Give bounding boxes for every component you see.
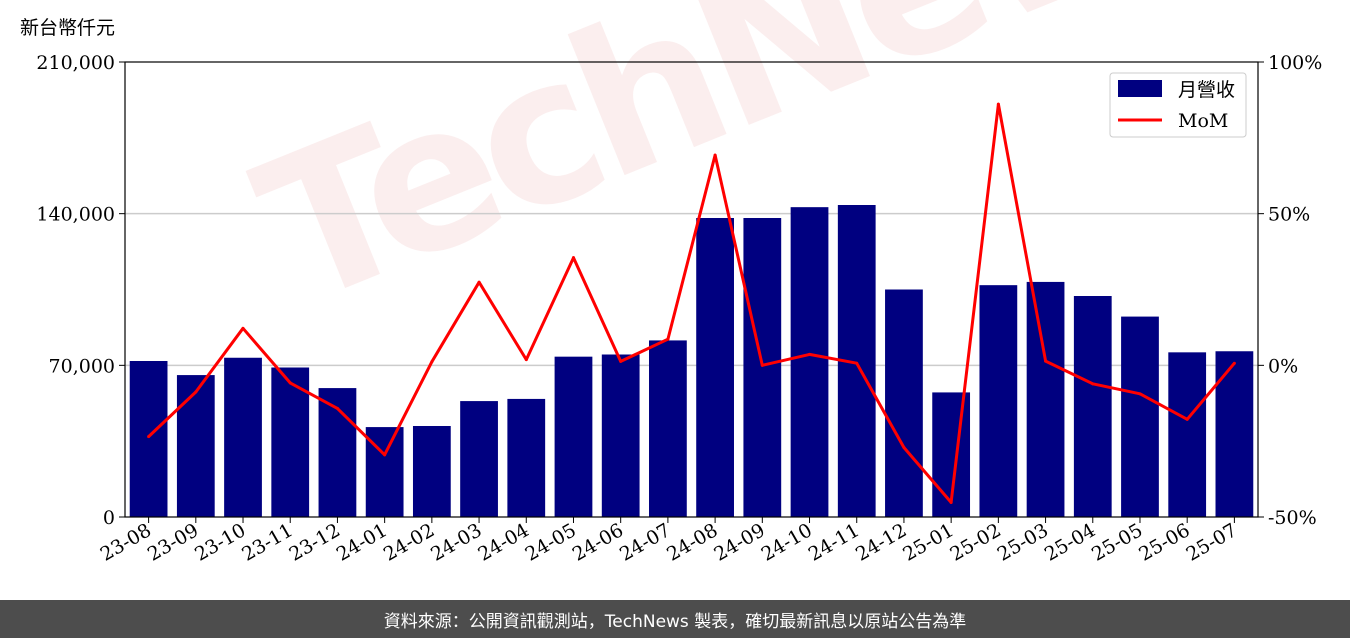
bar [1073,296,1112,517]
mom-point [430,360,434,364]
bar [601,354,640,517]
bar [1168,352,1207,517]
mom-point [477,280,481,284]
bar [743,218,782,517]
bar [176,375,215,517]
y-right-tick-label: 0% [1268,355,1298,377]
mom-point [1044,359,1048,363]
x-tick-label: 25-04 [1041,519,1099,565]
bar [412,426,451,517]
bar [696,218,734,517]
mom-point [1091,382,1095,386]
mom-point [666,337,670,341]
mom-point [1185,417,1189,421]
x-tick-label: 24-08 [663,519,721,565]
legend-bar-swatch [1118,80,1162,97]
y-right-tick-label: 50% [1268,204,1310,226]
x-tick-label: 23-12 [285,519,343,565]
mom-line [147,102,1236,504]
x-tick-label: 24-02 [380,519,438,565]
x-tick-label: 25-03 [994,519,1052,565]
x-tick-label: 24-09 [710,519,768,565]
bar [554,356,593,517]
mom-point [1138,392,1142,396]
bar [460,401,498,517]
x-tick-label: 25-02 [946,519,1004,565]
bar [1026,281,1065,517]
source-footer: 資料來源：公開資訊觀測站，TechNews 製表，確切最新訊息以原站公告為準 [0,600,1350,638]
mom-point [524,358,528,362]
bar [1215,351,1254,517]
x-tick-label: 24-01 [333,519,391,565]
mom-point [194,390,198,394]
mom-point [760,363,764,367]
mom-point [1232,361,1236,365]
y-right-tick-label: -50% [1268,507,1317,529]
x-tick-label: 24-03 [427,519,485,565]
x-tick-label: 24-11 [805,519,863,565]
x-tick-label: 24-05 [522,519,580,565]
y-left-tick-label: 140,000 [36,204,115,226]
x-tick-label: 24-07 [616,519,674,565]
bar [271,367,310,517]
legend-bar-label: 月營收 [1178,79,1235,101]
mom-point [949,500,953,504]
mom-point [147,435,151,439]
plot-frame [124,61,1259,518]
mom-point [335,406,339,410]
bar [129,361,168,517]
x-tick-label: 24-10 [758,519,816,565]
mom-point [808,352,812,356]
x-tick-label: 23-09 [144,519,202,565]
bar [885,289,923,517]
y-left-unit-label: 新台幣仟元 [20,17,115,39]
bar [649,340,687,517]
bar [224,357,262,517]
bar [1121,316,1159,517]
x-tick-label: 23-11 [238,519,296,565]
mom-point [619,359,623,363]
y-left-tick-label: 70,000 [49,355,115,377]
mom-point [855,361,859,365]
bar [790,207,829,517]
x-tick-label: 24-06 [569,519,627,565]
y-left-tick-label: 0 [103,507,115,529]
x-tick-label: 25-07 [1182,519,1240,565]
legend: 月營收 MoM [1109,72,1247,138]
revenue-chart: 新台幣仟元 0 70,000 140,000 210,000 -50% 0% 50% 100… [20,17,1322,566]
x-tick-label: 24-04 [474,519,532,565]
bar-series [129,205,1254,517]
grid-lines [125,212,1258,367]
y-right-axis: -50% 0% 50% 100% [1258,52,1322,529]
y-right-tick-label: 100% [1268,52,1322,74]
mom-point [571,256,575,260]
mom-line-series [147,102,1236,504]
y-left-axis: 0 70,000 140,000 210,000 [36,52,125,529]
x-tick-label: 25-01 [899,519,957,565]
mom-point [383,453,387,457]
bar [507,398,546,517]
mom-point [713,153,717,157]
x-tick-label: 25-06 [1135,519,1193,565]
legend-line-label: MoM [1178,110,1228,132]
x-tick-label: 24-12 [852,519,910,565]
mom-point [996,102,1000,106]
x-axis: 23-0823-0923-1023-1123-1224-0124-0224-03… [97,517,1241,566]
mom-point [241,326,245,330]
mom-point [902,446,906,450]
bar [979,285,1018,517]
x-tick-label: 25-05 [1088,519,1146,565]
x-tick-label: 23-10 [191,519,249,565]
mom-point [288,381,292,385]
y-left-tick-label: 210,000 [36,52,115,74]
